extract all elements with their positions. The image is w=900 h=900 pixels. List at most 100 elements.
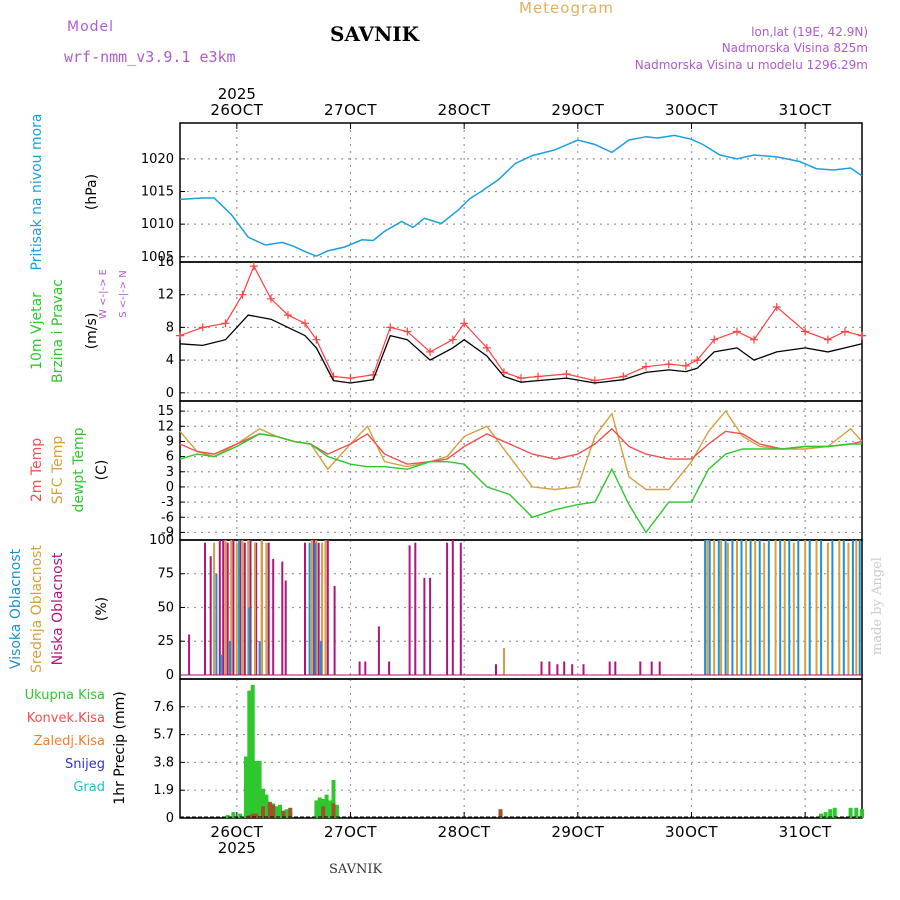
ytick-label-clouds-2: 50 [157, 600, 174, 615]
gust-point-7 [301, 319, 310, 328]
model-elevation-info: Nadmorska Visina u modelu 1296.29m [634, 58, 868, 72]
cloud-bar-0-18 [317, 542, 320, 675]
cloud-bar-1-22 [774, 540, 777, 675]
cloud-bar-0-40 [614, 661, 617, 675]
precip-bar-0-8 [261, 788, 265, 818]
gust-point-33 [823, 335, 832, 344]
temp-title-1: SFC Temp [50, 436, 66, 505]
cloud-bar-0-37 [571, 664, 574, 675]
cloud-bar-0-13 [272, 558, 275, 675]
ytick-label-clouds-0: 0 [166, 668, 174, 683]
cloud-bar-0-29 [446, 542, 449, 675]
cloud-bar-0-19 [326, 540, 329, 675]
product-title: Meteogram [519, 0, 614, 17]
ytick-label-temperature-6: 9 [166, 434, 174, 449]
pressure-title: Pritisak na nivou mora [29, 113, 45, 270]
cloud-bar-1-1 [224, 540, 227, 675]
precip-bar-1-10 [498, 809, 503, 818]
cloud-bar-0-27 [423, 577, 426, 675]
panel-frame-pressure [179, 122, 863, 263]
panel-frame-temperature [179, 400, 863, 541]
precip-legend-4: Grad [73, 780, 105, 795]
cloud-bar-0-25 [408, 545, 411, 675]
lonlat-info: lon,lat (19E, 42.9N) [751, 25, 868, 39]
cloud-bar-1-6 [254, 542, 256, 675]
gust-point-29 [732, 327, 741, 336]
cloud-bar-1-27 [826, 542, 829, 675]
ytick-label-wind-1: 4 [166, 353, 174, 368]
gust-point-21 [562, 370, 571, 379]
cloud-bar-1-10 [315, 540, 318, 675]
precip-bar-0-7 [257, 760, 262, 818]
cloud-bar-2-6 [308, 542, 311, 675]
footer-station: SAVNIK [329, 862, 383, 877]
cloud-bar-1-17 [726, 542, 729, 675]
gust-point-6 [283, 311, 292, 320]
cloud-bar-0-8 [243, 542, 246, 675]
cloud-ylabel: (%) [94, 597, 110, 621]
bottom-day-label-5: 31OCT [779, 823, 832, 841]
cloud-bar-2-20 [797, 540, 800, 675]
precip-bar-0-20 [324, 794, 329, 818]
ytick-label-clouds-4: 100 [149, 533, 174, 548]
cloud-bar-0-5 [226, 542, 229, 675]
cloud-bar-2-17 [767, 540, 770, 675]
ytick-label-temperature-5: 6 [166, 450, 174, 465]
cloud-bar-1-26 [815, 540, 818, 675]
bottom-day-label-4: 30OCT [665, 823, 718, 841]
station-title: SAVNIK [330, 22, 420, 46]
precip-bar-0-30 [860, 809, 864, 818]
precip-bar-0-25 [823, 812, 828, 818]
top-day-label-3: 29OCT [551, 101, 604, 119]
cloud-bar-1-0 [213, 542, 216, 675]
precip-bar-1-7 [288, 807, 293, 818]
ytick-label-precip-3: 5.7 [153, 728, 174, 743]
cloud-bar-1-20 [754, 540, 757, 675]
cloud-bar-0-36 [563, 661, 566, 675]
elevation-info: Nadmorska Visina 825m [721, 41, 868, 55]
gust-point-35 [858, 331, 866, 340]
cloud-bar-1-21 [763, 542, 766, 675]
ytick-label-clouds-1: 25 [157, 634, 174, 649]
ytick-label-temperature-8: 15 [157, 404, 174, 419]
ytick-label-pressure-2: 1015 [141, 185, 174, 200]
gust-line [179, 264, 863, 382]
panel-frame-precip [179, 678, 863, 819]
cloud-bar-2-23 [831, 540, 834, 675]
cloud-bar-1-16 [720, 540, 723, 675]
bottom-day-label-1: 27OCT [324, 823, 377, 841]
precip-bar-0-26 [828, 809, 833, 818]
gust-point-4 [249, 262, 258, 271]
cloud-bar-0-1 [204, 542, 206, 675]
gust-point-8 [312, 335, 321, 344]
cloud-bar-2-4 [248, 607, 251, 675]
cloud-bar-0-6 [232, 540, 235, 675]
gust-point-19 [517, 374, 525, 383]
cloud-bar-2-0 [215, 573, 218, 675]
wind-dir-legend-ew: W <-|-> E [98, 269, 109, 319]
model-label: Model [67, 19, 115, 35]
gust-point-31 [772, 302, 781, 311]
ytick-label-wind-3: 12 [157, 288, 174, 303]
top-day-label-1: 27OCT [324, 101, 377, 119]
cloud-bar-0-9 [249, 540, 252, 675]
cloud-bar-0-21 [358, 661, 361, 675]
gust-point-1 [198, 323, 207, 332]
top-day-label-4: 30OCT [665, 101, 718, 119]
ytick-label-precip-0: 0 [166, 811, 174, 826]
cloud-bar-2-21 [808, 540, 811, 675]
gust-point-17 [482, 343, 491, 352]
ytick-label-temperature-0: -9 [161, 525, 174, 540]
precip-bar-0-12 [274, 806, 279, 818]
sfc-temp-line [179, 409, 863, 491]
precip-bar-1-1 [250, 813, 255, 818]
cloud-title-0: Visoka Oblacnost [8, 548, 24, 669]
cloud-bar-2-16 [758, 540, 761, 675]
cloud-bar-0-2 [209, 556, 212, 675]
ytick-label-temperature-7: 12 [157, 419, 174, 434]
cloud-bar-1-15 [713, 540, 716, 675]
precip-bar-0-3 [243, 756, 248, 818]
precip-bar-0-1 [231, 812, 236, 818]
cloud-title-2: Niska Oblacnost [50, 552, 66, 665]
cloud-bar-0-34 [548, 661, 551, 675]
